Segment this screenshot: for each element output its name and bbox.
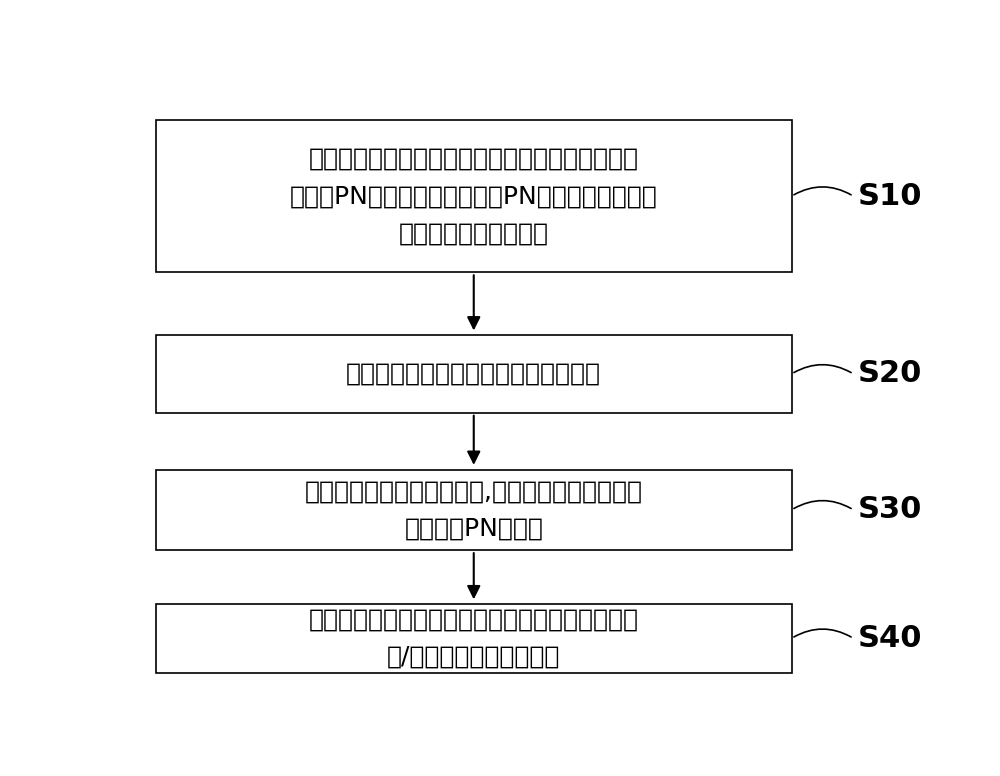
Text: 在所述半导体衬底上沉积形成多层结构: 在所述半导体衬底上沉积形成多层结构 (346, 362, 601, 386)
Bar (156, 469, 792, 550)
Text: S10: S10 (857, 182, 922, 211)
Bar (156, 335, 792, 413)
Text: 提供半导体衬底并在所述半导体衬底中形成光电二
极管的PN结，所述光电二极管PN结与所述模拟电路
中的有源器件同步形成: 提供半导体衬底并在所述半导体衬底中形成光电二 极管的PN结，所述光电二极管PN结… (290, 147, 658, 245)
Text: S30: S30 (857, 495, 922, 525)
Bar (156, 120, 792, 272)
Bar (156, 604, 792, 673)
Text: 在所述多层结构中形成窗口,所述窗口开设在所述光
电二极的PN结上方: 在所述多层结构中形成窗口,所述窗口开设在所述光 电二极的PN结上方 (305, 480, 643, 541)
Text: S40: S40 (857, 624, 922, 653)
Text: 在所述窗口区域和第二钝化层的上表面沉积氮化硅
和/或二氧化硅形成反射层: 在所述窗口区域和第二钝化层的上表面沉积氮化硅 和/或二氧化硅形成反射层 (309, 608, 639, 669)
Text: S20: S20 (857, 359, 922, 389)
